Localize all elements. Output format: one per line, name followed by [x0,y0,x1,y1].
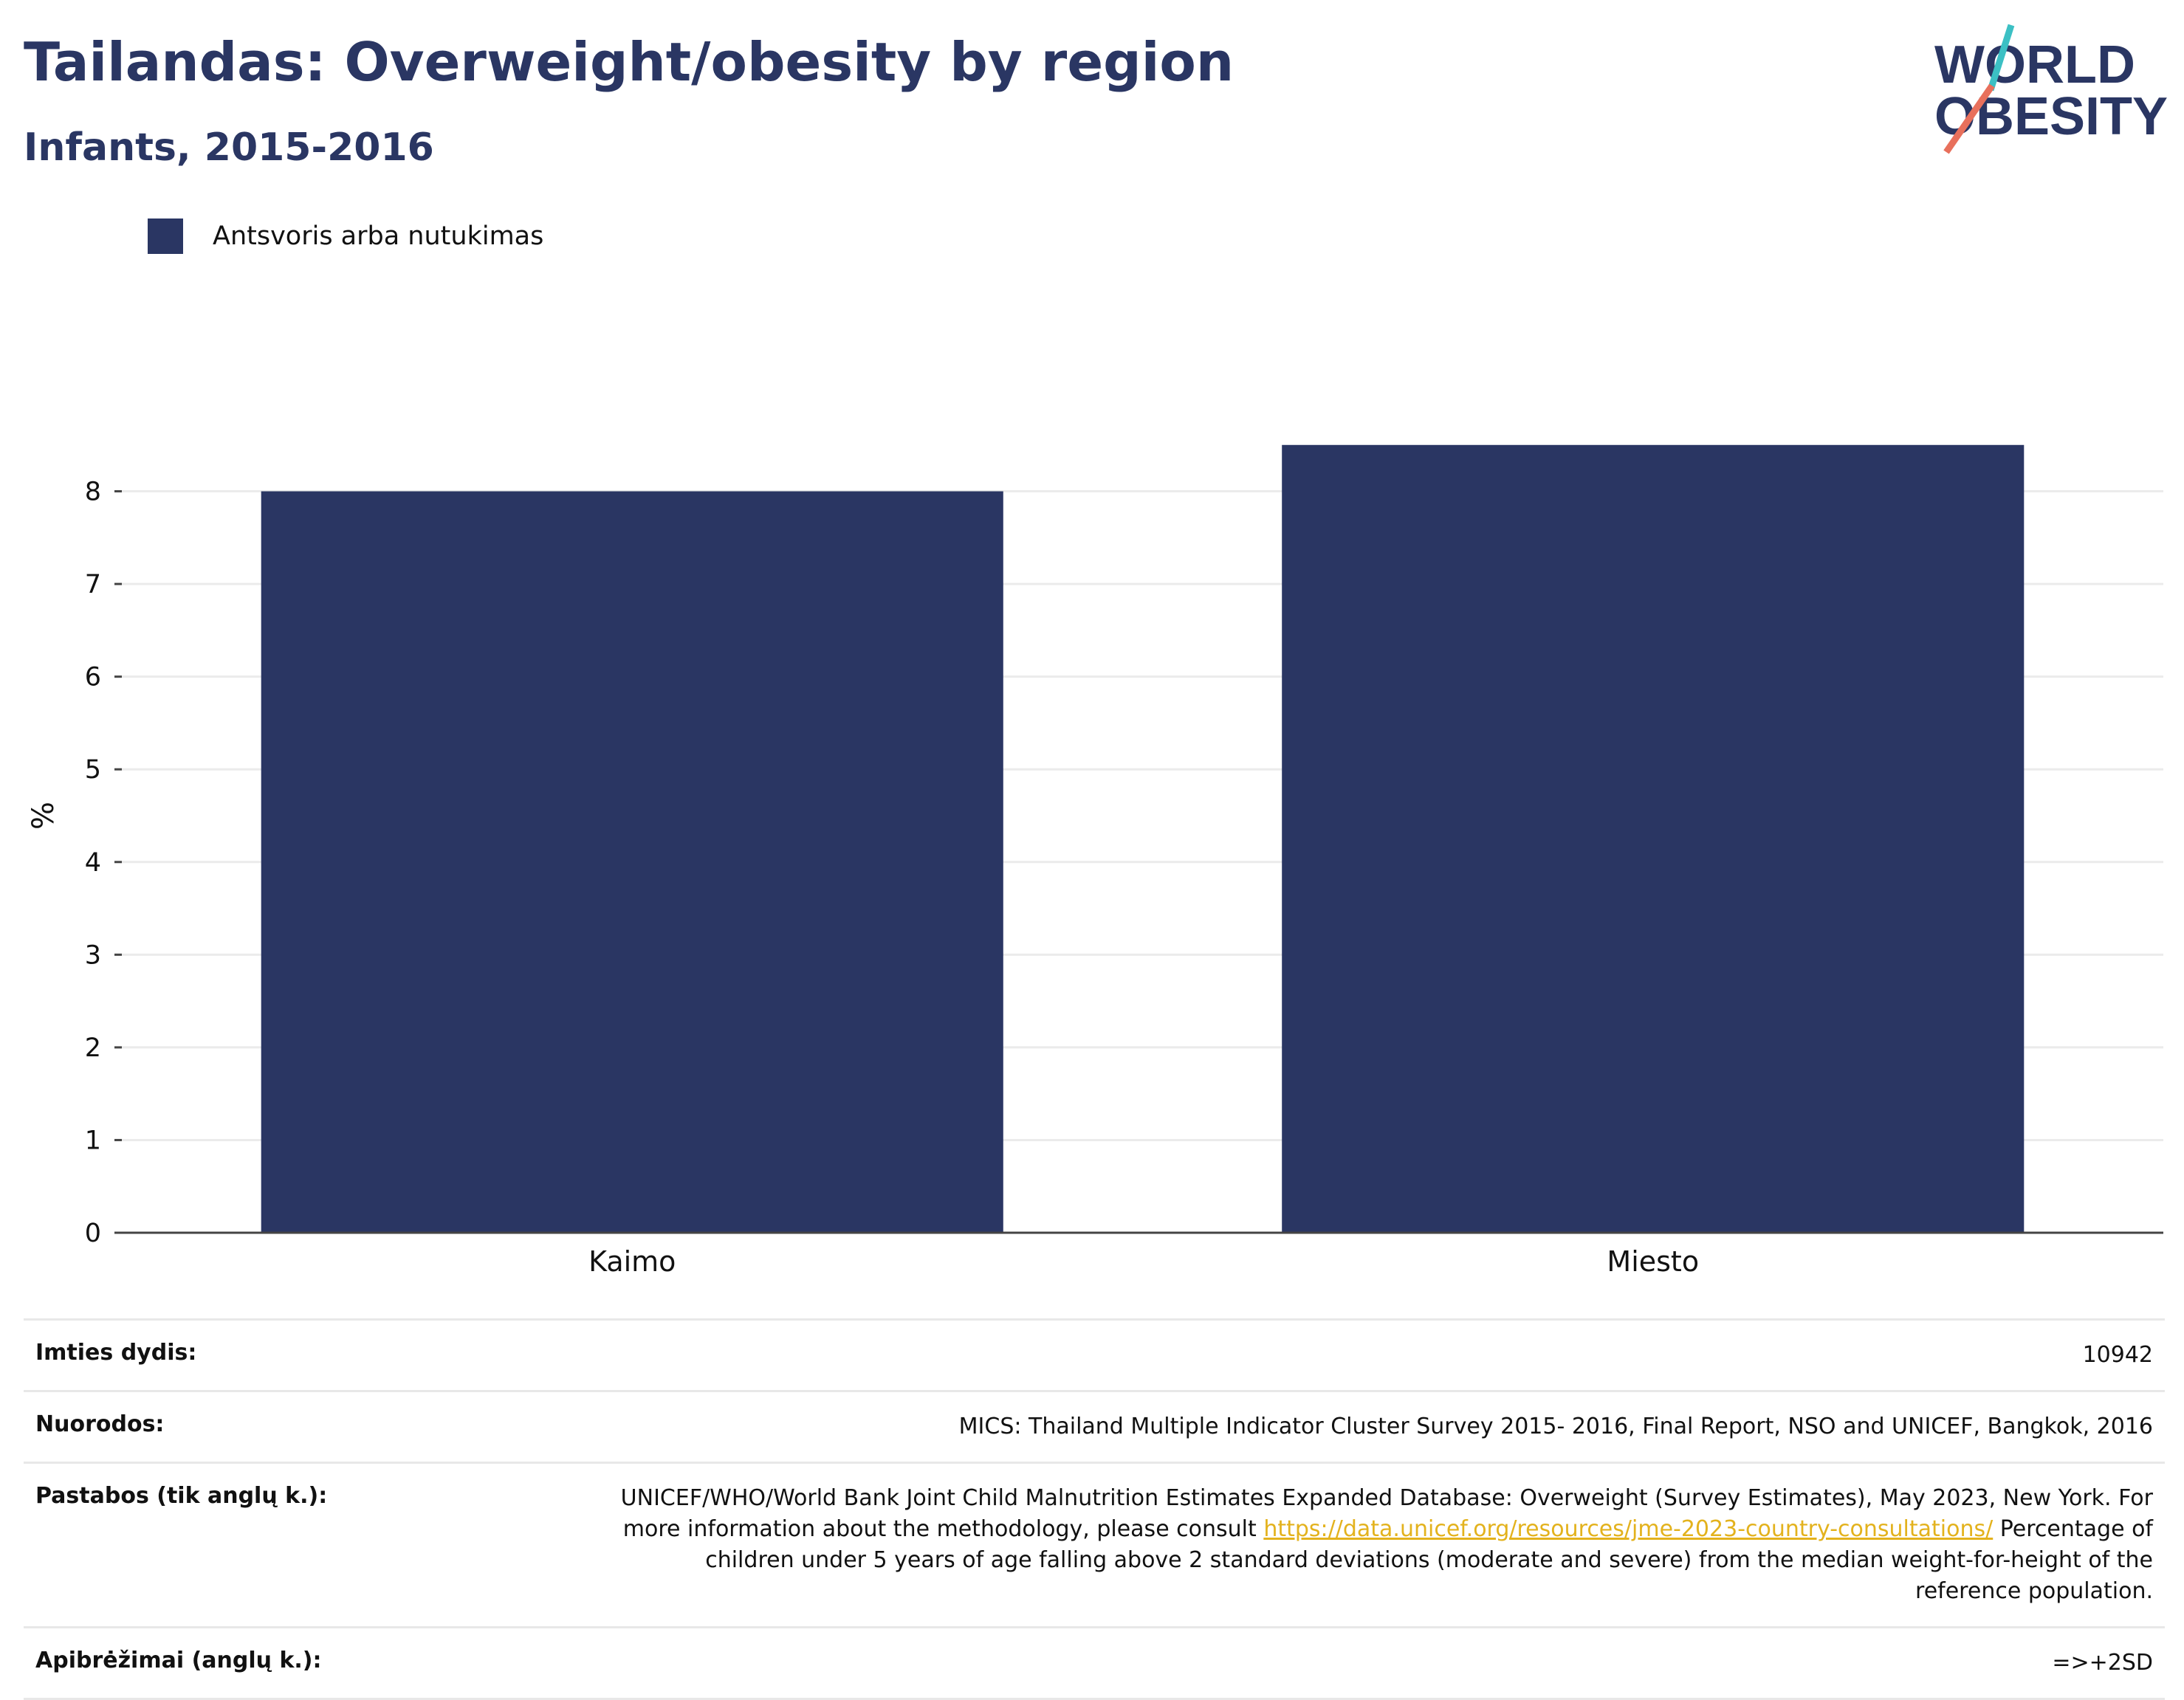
info-table: Imties dydis: 10942 Nuorodos: MICS: Thai… [24,1318,2165,1700]
notes-value: UNICEF/WHO/World Bank Joint Child Malnut… [617,1483,2153,1607]
y-tick-label: 3 [85,940,101,970]
info-row-sample-size: Imties dydis: 10942 [24,1318,2165,1390]
info-row-notes: Pastabos (tik anglų k.): UNICEF/WHO/Worl… [24,1462,2165,1626]
y-tick-label: 1 [85,1126,101,1155]
x-tick-label: Kaimo [588,1245,676,1278]
info-row-references: Nuorodos: MICS: Thailand Multiple Indica… [24,1390,2165,1462]
notes-label: Pastabos (tik anglų k.): [35,1483,328,1509]
logo-line1: WORLD [1934,35,2135,94]
y-tick-label: 8 [85,478,101,507]
sample-size-label: Imties dydis: [35,1340,197,1366]
legend: Antsvoris arba nutukimas [148,218,543,254]
legend-swatch [148,218,183,254]
notes-text-2: Percentage of children under 5 years of … [705,1516,2153,1604]
world-obesity-logo: WORLD OBESITY [1934,24,2168,154]
definitions-label: Apibrėžimai (anglų k.): [35,1648,322,1673]
bar [261,491,1003,1233]
methodology-link[interactable]: https://data.unicef.org/resources/jme-20… [1263,1516,1994,1542]
notes-text-1: UNICEF/WHO/World Bank Joint Child Malnut… [620,1485,2153,1542]
bar [1282,444,2025,1233]
y-tick-label: 7 [85,570,101,599]
definitions-value: =>+2SD [2052,1650,2153,1676]
x-tick-label: Miesto [1607,1245,1699,1278]
y-tick-label: 2 [85,1033,101,1063]
bar-chart: 0 1 2 3 4 5 6 7 8 Kaimo Miesto% [27,444,2163,1278]
sample-size-value: 10942 [2082,1342,2153,1368]
y-tick-label: 6 [85,663,101,692]
y-tick-label: 5 [85,755,101,785]
references-value: MICS: Thailand Multiple Indicator Cluste… [958,1414,2153,1439]
chart-title: Tailandas: Overweight/obesity by region [24,31,1234,93]
references-label: Nuorodos: [35,1411,165,1437]
chart-subtitle: Infants, 2015-2016 [24,125,434,170]
logo-slash-coral [1943,83,1995,154]
y-tick-label: 0 [85,1219,101,1248]
legend-label: Antsvoris arba nutukimas [213,221,544,251]
logo-slash-teal [1987,24,2015,92]
info-row-definitions: Apibrėžimai (anglų k.): =>+2SD [24,1626,2165,1700]
y-tick-label: 4 [85,848,101,878]
y-axis-label: % [27,802,61,830]
